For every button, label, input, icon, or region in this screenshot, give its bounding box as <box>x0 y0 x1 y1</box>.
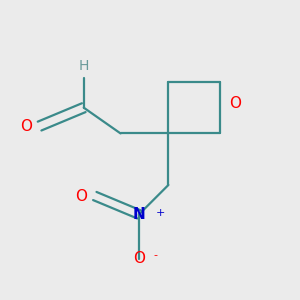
Text: +: + <box>155 208 165 218</box>
Text: O: O <box>75 188 87 203</box>
Text: -: - <box>154 250 158 260</box>
Text: N: N <box>133 207 145 222</box>
Text: O: O <box>20 118 32 134</box>
Text: O: O <box>229 97 241 112</box>
Text: H: H <box>79 59 89 73</box>
Text: O: O <box>133 251 145 266</box>
